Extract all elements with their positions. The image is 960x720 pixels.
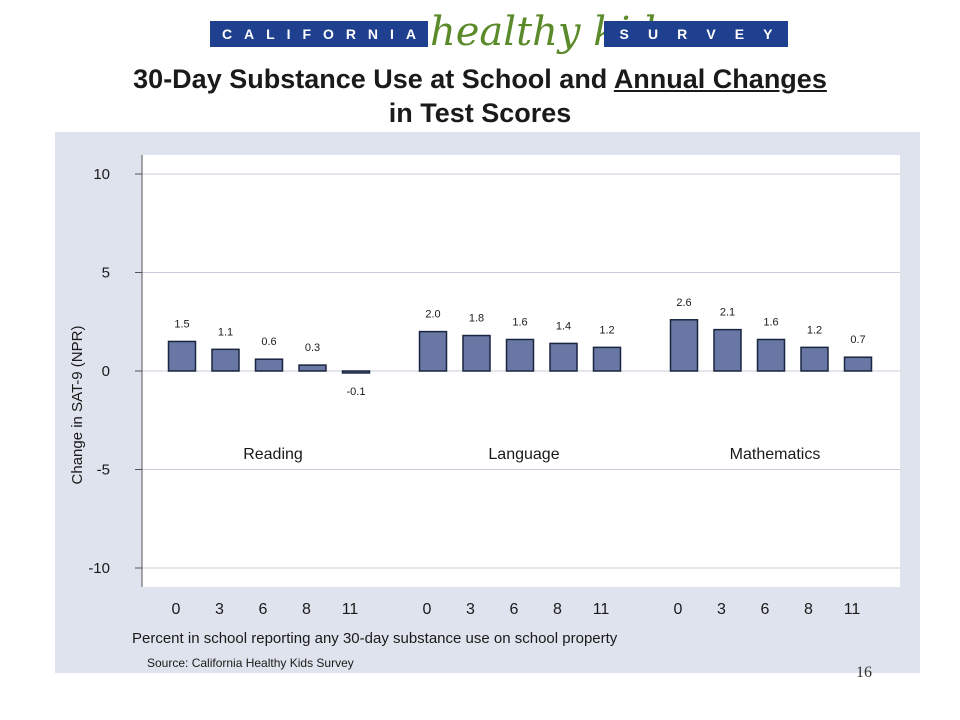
logo-letter: F [302,26,312,42]
logo-survey-bar: S U R V E Y [604,21,788,47]
x-tick-label: 6 [510,601,519,618]
logo-letter: I [390,26,394,42]
x-tick-label: 0 [674,601,683,618]
page-number: 16 [856,664,872,681]
x-tick-label: 8 [302,601,311,618]
title-underlined: Annual Changes [613,64,827,94]
data-label: 1.6 [763,316,778,328]
logo-letter: V [706,26,716,42]
logo-california-bar: C A L I F O R N I A [210,21,428,47]
x-axis-label: Percent in school reporting any 30-day s… [132,630,618,647]
x-tick-label: 11 [593,601,610,618]
bar [211,348,240,372]
group-label: Language [488,446,559,463]
y-tick-label: 0 [102,363,110,380]
y-axis-label: Change in SAT-9 (NPR) [69,326,86,485]
bar [298,364,327,372]
bar [756,338,786,372]
x-tick-label: 6 [259,601,268,618]
logo-letter: S [619,26,629,42]
logo-letter: A [405,26,416,42]
x-tick-label: 0 [423,601,432,618]
bar [843,356,873,372]
x-tick-label: 11 [342,601,359,618]
logo-letter: I [286,26,291,42]
data-label: 0.7 [850,334,865,346]
x-tick-label: 6 [761,601,770,618]
data-label: 1.2 [807,324,822,336]
data-label: 2.0 [425,309,440,321]
bar [592,346,622,372]
y-tick-label: 10 [93,166,110,183]
bar [549,342,578,372]
bar [505,338,535,372]
bar [167,340,197,372]
logo-letter: Y [763,26,773,42]
data-label: 1.1 [218,326,233,338]
data-label: 2.6 [676,297,691,309]
x-tick-label: 3 [215,601,224,618]
group-label: Mathematics [730,446,821,463]
logo-letter: O [323,26,334,42]
x-tick-label: 8 [553,601,562,618]
x-tick-label: 3 [466,601,475,618]
logo-letter: U [647,26,659,42]
bar [254,358,284,372]
bar [462,334,491,372]
slide-title: 30-Day Substance Use at School and Annua… [60,62,900,130]
logo-letter: R [345,26,356,42]
group-label: Reading [243,446,303,463]
y-tick-label: -5 [97,462,110,479]
logo-letter: E [734,26,745,42]
y-tick-label: -10 [88,560,110,577]
source-note: Source: California Healthy Kids Survey [147,656,354,670]
logo-letter: C [221,26,233,42]
data-label: 0.3 [305,342,320,354]
data-label: 2.1 [720,307,735,319]
logo-letter: L [266,26,275,42]
data-label: 1.4 [556,320,571,332]
title-prefix: 30-Day Substance Use at School and [133,64,614,94]
data-label: 1.5 [174,318,189,330]
data-label: 1.8 [469,313,484,325]
x-tick-label: 8 [804,601,813,618]
bar [418,330,448,372]
bar [800,346,829,372]
x-tick-label: 0 [172,601,181,618]
data-label: 1.6 [512,316,527,328]
california-healthy-kids-survey-logo: C A L I F O R N I A healthy kids S U R V… [210,9,788,58]
data-label: -0.1 [347,386,366,398]
bar [669,319,699,372]
bar [341,370,371,374]
logo-letter: A [244,26,255,42]
data-label: 1.2 [599,324,614,336]
bar [713,328,742,372]
data-label: 0.6 [261,336,276,348]
x-tick-label: 3 [717,601,726,618]
y-tick-label: 5 [102,265,110,282]
x-tick-label: 11 [844,601,861,618]
logo-letter: R [677,26,688,42]
logo-letter: N [367,26,379,42]
title-line2: in Test Scores [388,98,572,128]
